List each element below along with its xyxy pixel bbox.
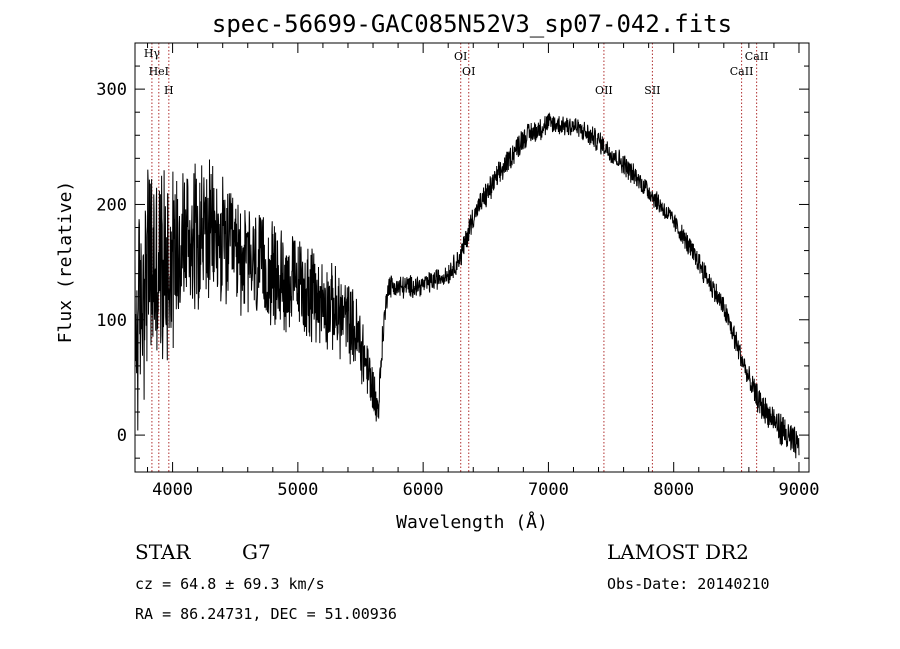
spectral-line-markers: Hγ HeI H OI OI OII SII CaII CaII xyxy=(144,43,769,472)
y-tick-label: 100 xyxy=(96,311,127,331)
y-tick-label: 200 xyxy=(96,195,127,215)
y-tick-label: 0 xyxy=(117,426,127,446)
spectral-line-label: OI xyxy=(462,65,475,78)
spectral-line-label: OII xyxy=(595,84,613,97)
x-tick-label: 5000 xyxy=(277,480,318,500)
x-tick-label: 9000 xyxy=(779,480,820,500)
x-tick-label: 7000 xyxy=(528,480,569,500)
spectral-line-label: CaII xyxy=(745,50,769,63)
chart-title: spec-56699-GAC085N52V3_sp07-042.fits xyxy=(212,10,732,38)
y-axis-label: Flux (relative) xyxy=(55,181,76,344)
spectral-line-label: Hγ xyxy=(144,47,161,60)
spectrum-series xyxy=(134,112,800,459)
plot-frame xyxy=(134,42,810,473)
x-tick-label: 8000 xyxy=(653,480,694,500)
object-subclass: G7 xyxy=(242,540,271,564)
y-tick-label: 300 xyxy=(96,80,127,100)
x-tick-label: 6000 xyxy=(403,480,444,500)
spectral-line-label: CaII xyxy=(730,65,754,78)
x-tick-label: 4000 xyxy=(152,480,193,500)
spectral-line-label: HeI xyxy=(149,65,169,78)
velocity-readout: cz = 64.8 ± 69.3 km/s xyxy=(135,575,325,593)
survey-name: LAMOST DR2 xyxy=(607,540,749,564)
axis-ticks: 4000 5000 6000 7000 8000 9000 0 100 200 300 xyxy=(96,43,819,500)
coordinates: RA = 86.24731, DEC = 51.00936 xyxy=(135,605,397,623)
spectral-line-label: SII xyxy=(644,84,660,97)
spectral-line-label: OI xyxy=(454,50,467,63)
obs-date: Obs-Date: 20140210 xyxy=(607,575,770,593)
object-class: STAR xyxy=(135,540,191,564)
x-axis-label: Wavelength (Å) xyxy=(396,511,548,533)
spectral-line-label: H xyxy=(164,84,174,97)
